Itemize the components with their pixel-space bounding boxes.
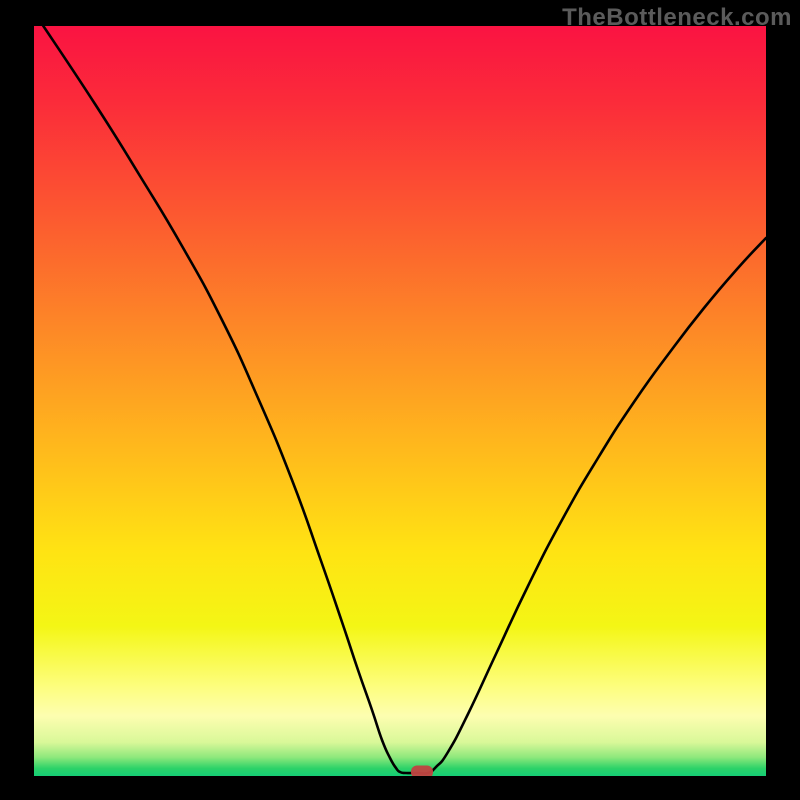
background-gradient [34, 26, 766, 776]
frame-bottom [0, 776, 800, 800]
frame-right [766, 0, 800, 800]
watermark-text: TheBottleneck.com [562, 4, 792, 32]
frame-left [0, 0, 34, 800]
chart-root: TheBottleneck.com [0, 0, 800, 800]
chart-svg [0, 0, 800, 800]
